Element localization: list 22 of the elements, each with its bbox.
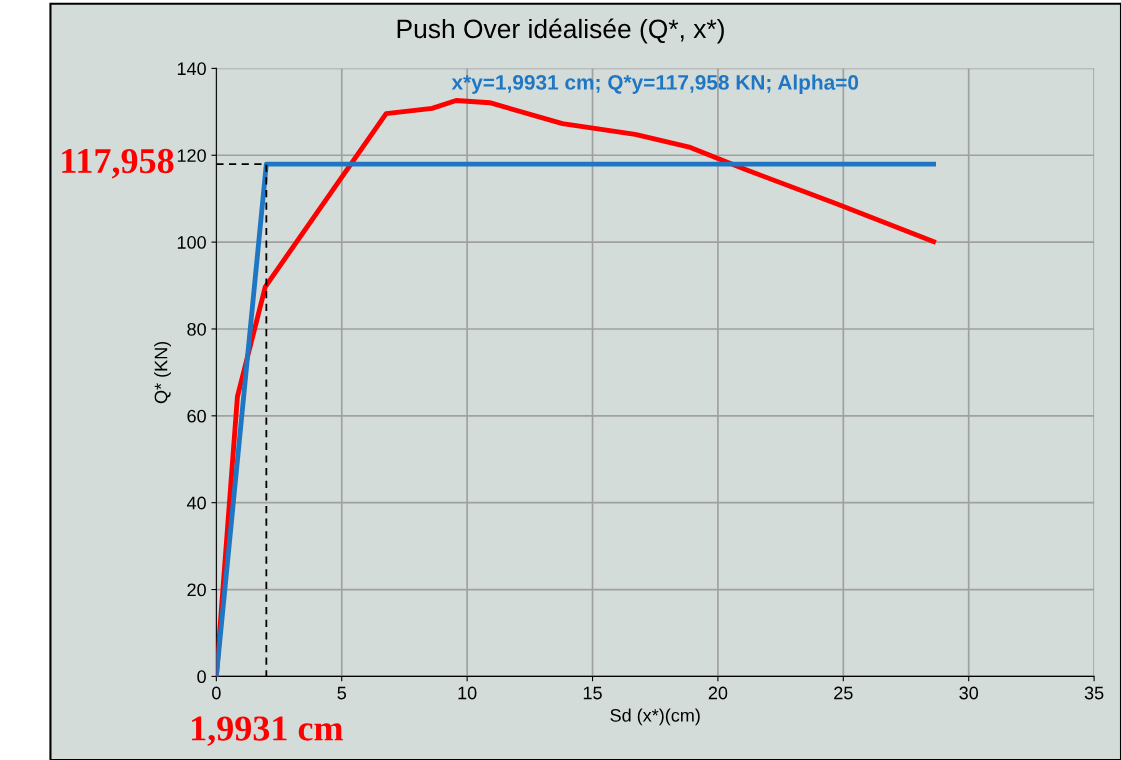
x-tick-label: 20: [708, 686, 728, 700]
annotation: 117,958: [62, 148, 174, 179]
y-tick-label: 140: [177, 62, 206, 76]
y-tick-label: 40: [186, 496, 206, 510]
y-tick-label: 120: [177, 149, 206, 162]
y-axis-title: Q* (KN): [154, 341, 171, 404]
y-tick-label: 80: [187, 322, 206, 336]
chart-subtitle: x*y=1,9931 cm; Q*y=117,958 KN; Alpha=0: [451, 74, 859, 94]
x-tick-label: 30: [959, 686, 979, 700]
y-tick-label: 20: [187, 583, 206, 597]
y-tick-label: 60: [187, 409, 206, 423]
annotation: 1,9931 cm: [192, 716, 343, 746]
chart-title: Push Over idéalisée (Q*, x*): [397, 18, 724, 44]
x-axis-title: Sd (x*)(cm): [610, 708, 700, 726]
x-tick-label: 10: [458, 686, 477, 700]
x-tick-label: 5: [337, 686, 347, 700]
x-tick-label: 25: [834, 686, 853, 700]
x-tick-label: 15: [583, 686, 602, 700]
y-tick-label: 100: [177, 236, 206, 249]
x-tick-label: 0: [212, 686, 221, 700]
x-tick-label: 35: [1084, 686, 1104, 700]
y-tick-label: 0: [197, 670, 206, 684]
